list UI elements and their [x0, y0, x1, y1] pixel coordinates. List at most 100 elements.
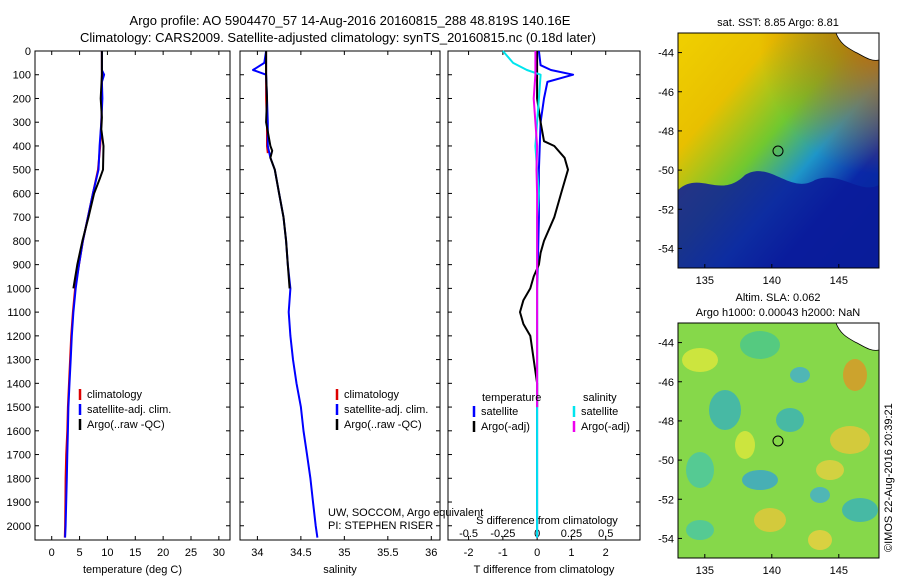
- legend-label: climatology: [87, 389, 143, 401]
- footer-credit: ©IMOS 22-Aug-2016 20:39:21: [883, 403, 895, 552]
- sst-cold-front: [678, 171, 879, 268]
- y-tick-label: 800: [13, 236, 31, 248]
- x-tick-label: 35.5: [377, 547, 398, 559]
- sla-anomaly-blob: [790, 367, 810, 383]
- map-y-tick-label: -50: [658, 165, 674, 177]
- sla-anomaly-blob: [816, 460, 844, 480]
- legend-label: Argo(-adj): [581, 421, 630, 433]
- map-y-tick-label: -52: [658, 204, 674, 216]
- sla-anomaly-blob: [843, 359, 867, 391]
- diff-legend-header-salinity: salinity: [583, 392, 617, 404]
- sla-land: [835, 323, 879, 351]
- x-tick-label: 15: [129, 547, 141, 559]
- y-tick-label: 1800: [7, 473, 31, 485]
- map-y-tick-label: -52: [658, 494, 674, 506]
- sla-anomaly-blob: [810, 487, 830, 503]
- difference-xlabel: T difference from climatology: [474, 564, 615, 576]
- header-line2: Climatology: CARS2009. Satellite-adjuste…: [80, 30, 596, 45]
- sla-map-subtitle: Argo h1000: 0.00043 h2000: NaN: [696, 307, 861, 319]
- x-tick-label: 25: [185, 547, 197, 559]
- map-y-tick-label: -46: [658, 377, 674, 389]
- salinity-frame: [239, 50, 441, 541]
- x-tick-label: 0: [49, 547, 55, 559]
- temperature-frame: [34, 50, 231, 541]
- y-tick-label: 1300: [7, 355, 31, 367]
- map-y-tick-label: -50: [658, 455, 674, 467]
- sla-anomaly-blob: [682, 348, 718, 372]
- x-tick-label: 2: [603, 547, 609, 559]
- x-tick-label: 36: [425, 547, 437, 559]
- sst-map: sat. SST: 8.85 Argo: 8.81 135 140 145 -44 -4…: [658, 17, 880, 287]
- x2-tick-label: -0.25: [490, 528, 515, 540]
- x-tick-label: -1: [498, 547, 508, 559]
- sla-anomaly-blob: [686, 520, 714, 540]
- diff-legend-header-temperature: temperature: [482, 392, 541, 404]
- map-x-tick-label: 140: [763, 275, 781, 287]
- sla-anomaly-blob: [754, 508, 786, 532]
- sst-map-frame: [677, 32, 880, 269]
- y-tick-label: 1000: [7, 283, 31, 295]
- x-tick-label: 20: [157, 547, 169, 559]
- map-x-tick-label: 145: [830, 565, 848, 577]
- sst-map-title: sat. SST: 8.85 Argo: 8.81: [717, 17, 839, 29]
- sla-argo-marker: [772, 435, 784, 447]
- y-tick-label: 600: [13, 188, 31, 200]
- legend-label: satellite: [481, 406, 518, 418]
- series-line-argo-raw-qc-: [265, 51, 291, 289]
- salinity-xlabel: salinity: [323, 564, 357, 576]
- temperature-panel: 0100200300400500600700800900100011001200…: [7, 46, 231, 576]
- legend-label: Argo(-adj): [481, 421, 530, 433]
- sst-argo-marker: [772, 145, 784, 157]
- map-y-tick-label: -46: [658, 87, 674, 99]
- map-y-tick-label: -48: [658, 416, 674, 428]
- difference-panel: -2 -1 0 1 2 T difference from climatology -0.5…: [447, 50, 641, 576]
- y-tick-label: 700: [13, 212, 31, 224]
- sst-land: [835, 33, 879, 61]
- header-line1: Argo profile: AO 5904470_57 14-Aug-2016 …: [130, 13, 571, 28]
- map-y-tick-label: -48: [658, 126, 674, 138]
- sla-anomaly-blob: [830, 426, 870, 454]
- y-tick-label: 1100: [7, 307, 31, 319]
- y-tick-label: 900: [13, 260, 31, 272]
- x-tick-label: 34: [251, 547, 263, 559]
- x2-tick-label: 0.5: [598, 528, 613, 540]
- y-tick-label: 0: [25, 46, 31, 58]
- y-tick-label: 300: [13, 117, 31, 129]
- x-tick-label: 35: [338, 547, 350, 559]
- legend-label: satellite-adj. clim.: [344, 404, 428, 416]
- difference-frame: [447, 50, 641, 541]
- map-x-tick-label: 140: [763, 565, 781, 577]
- y-tick-label: 1400: [7, 378, 31, 390]
- series-line-s-argo-adj-: [532, 51, 539, 408]
- map-y-tick-label: -44: [658, 48, 674, 60]
- sla-map-title: Altim. SLA: 0.062: [736, 292, 821, 304]
- temperature-xlabel: temperature (deg C): [83, 564, 182, 576]
- series-line-satellite-adj-clim-: [64, 51, 106, 538]
- x-tick-label: 5: [77, 547, 83, 559]
- x-tick-label: 10: [101, 547, 113, 559]
- sla-anomaly-blob: [808, 530, 832, 550]
- x-tick-label: 34.5: [290, 547, 311, 559]
- sla-anomaly-blob: [842, 498, 878, 522]
- map-y-tick-label: -44: [658, 338, 674, 350]
- map-y-tick-label: -54: [658, 533, 674, 545]
- salinity-annotation-2: PI: STEPHEN RISER: [328, 520, 433, 532]
- y-tick-label: 1900: [7, 497, 31, 509]
- map-x-tick-label: 145: [830, 275, 848, 287]
- x-tick-label: 1: [568, 547, 574, 559]
- sla-blobs: [682, 331, 878, 550]
- map-x-tick-label: 135: [696, 565, 714, 577]
- sla-anomaly-blob: [735, 431, 755, 459]
- sla-map-frame: [677, 322, 880, 559]
- sla-map: Altim. SLA: 0.062 Argo h1000: 0.00043 h2…: [658, 292, 880, 577]
- legend-label: Argo(..raw -QC): [344, 419, 422, 431]
- sla-anomaly-blob: [742, 470, 778, 490]
- legend-label: satellite-adj. clim.: [87, 404, 171, 416]
- x-tick-label: 0: [534, 547, 540, 559]
- y-tick-label: 1600: [7, 426, 31, 438]
- salinity-panel: 34 34.5 35 35.5 36 salinity climatology satelli…: [239, 50, 441, 576]
- x-tick-label: 30: [213, 547, 225, 559]
- y-tick-label: 400: [13, 141, 31, 153]
- x2-tick-label: 0.25: [561, 528, 582, 540]
- x2-tick-label: -0.5: [459, 528, 478, 540]
